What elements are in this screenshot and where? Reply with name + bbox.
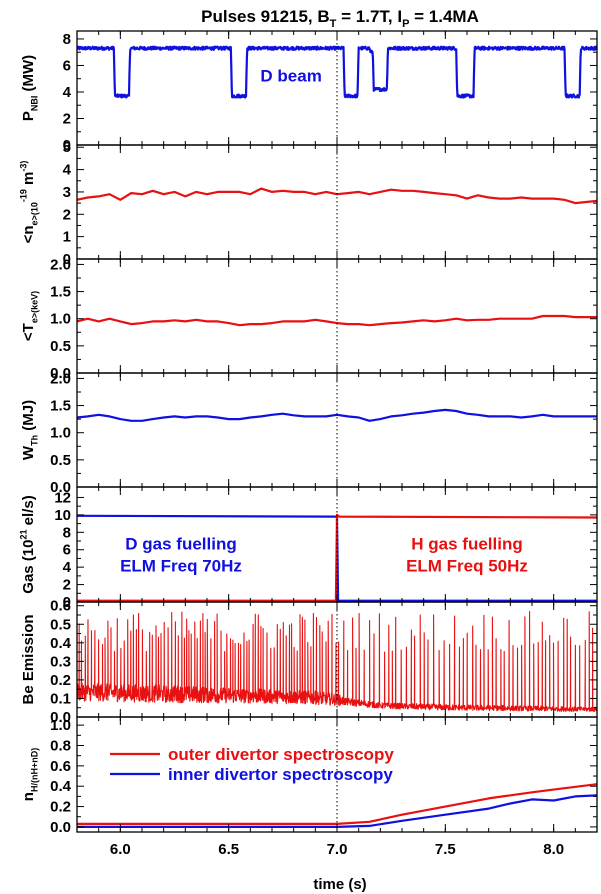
- y-tick-label: 0: [63, 251, 71, 268]
- series-line-2: [77, 513, 597, 602]
- annotation-text: ELM Freq 70Hz: [120, 557, 242, 576]
- series-line-1: [77, 783, 597, 825]
- y-tick-label: 1.0: [50, 717, 71, 734]
- panel-7: 0.0 0.2 0.4 0.6 0.8 1.0 nH/(n​H+n​D)​ outer div…: [20, 716, 598, 858]
- panel-2: 0 1 2 3 4 5 <ne>(10​-19​ m-3)​: [19, 139, 598, 268]
- y-tick-label: 4: [63, 559, 72, 576]
- y-tick-label: 0.0: [50, 709, 71, 726]
- plot-area: [77, 187, 597, 205]
- y-tick-label: 0.5: [50, 616, 71, 633]
- y-tick-label: 4: [63, 84, 72, 101]
- annotation-text: D gas fuelling: [125, 535, 236, 554]
- legend-label: inner divertor spectroscopy: [168, 765, 393, 784]
- y-tick-label: 0: [63, 137, 71, 154]
- x-tick-label: 7.5: [435, 841, 456, 858]
- series-line-1: [77, 514, 597, 602]
- y-tick-label: 6: [63, 542, 71, 559]
- panel-4: 0.0 0.5 1.0 1.5 2.0 WTh​ (MJ): [20, 370, 598, 496]
- panel-3: 0.0 0.5 1.0 1.5 2.0 <Te>(keV)​: [20, 256, 598, 382]
- y-tick-label: 1.5: [50, 398, 71, 415]
- y-tick-label: 0.0: [50, 819, 71, 836]
- y-tick-label: 1: [63, 229, 71, 246]
- y-tick-label: 1.0: [50, 425, 71, 442]
- y-tick-label: 1.5: [50, 284, 71, 301]
- y-tick-label: 2.0: [50, 370, 71, 387]
- x-axis-label: time (s): [313, 876, 366, 893]
- panel-1: 0 2 4 6 8 PNBI​ (MW) D beam: [20, 30, 598, 154]
- y-tick-label: 0: [63, 594, 71, 611]
- y-tick-label: 0.2: [50, 672, 71, 689]
- plot-area: [77, 408, 597, 422]
- y-tick-label: 3: [63, 184, 71, 201]
- figure-title: Pulses 91215, BT​ = 1.7T, IP​ = 1.4MA: [201, 7, 479, 30]
- y-axis-label: nH/(n​H+n​D)​: [20, 748, 40, 801]
- y-tick-label: 0.8: [50, 737, 71, 754]
- panel-6: 0.0 0.10.2 0.30.4 0.50.6 Be Emission: [20, 598, 598, 726]
- y-tick-label: 8: [63, 31, 71, 48]
- y-tick-label: 0.0: [50, 365, 71, 382]
- y-tick-label: 8: [63, 524, 71, 541]
- y-tick-label: 1.0: [50, 311, 71, 328]
- y-axis-label: Gas (1021​ el/s): [19, 495, 37, 593]
- y-tick-label: 0.4: [50, 635, 72, 652]
- annotation-text: D beam: [260, 66, 321, 85]
- y-tick-label: 0.0: [50, 479, 71, 496]
- y-tick-label: 0.3: [50, 653, 71, 670]
- y-tick-label: 10: [54, 507, 71, 524]
- x-tick-label: 6.5: [218, 841, 239, 858]
- y-tick-label: 6: [63, 57, 71, 74]
- y-tick-label: 2: [63, 110, 71, 127]
- y-axis-label: <Te>(keV)​: [20, 291, 40, 341]
- y-axis-label: Be Emission: [20, 614, 37, 704]
- plot-area: [77, 513, 597, 602]
- y-tick-label: 4: [63, 162, 72, 179]
- y-axis-label: WTh​ (MJ): [20, 400, 40, 460]
- y-tick-label: 0.4: [50, 778, 72, 795]
- x-tick-label: 7.0: [327, 841, 348, 858]
- y-tick-label: 12: [54, 489, 71, 506]
- y-axis-label: PNBI​ (MW): [20, 55, 40, 121]
- y-tick-label: 0.5: [50, 338, 71, 355]
- y-tick-label: 0.6: [50, 598, 71, 615]
- y-tick-label: 2: [63, 577, 71, 594]
- y-axis-label: <ne>(10​-19​ m-3)​: [19, 161, 40, 244]
- y-tick-label: 0.6: [50, 758, 71, 775]
- series-line-1: [77, 610, 597, 712]
- plot-area: [77, 610, 597, 712]
- series-line-1: [77, 408, 597, 422]
- y-tick-label: 0.2: [50, 799, 71, 816]
- x-tick-label: 8.0: [543, 841, 564, 858]
- x-tick-label: 6.0: [110, 841, 131, 858]
- y-tick-label: 2: [63, 206, 71, 223]
- y-tick-label: 0.5: [50, 452, 71, 469]
- annotation-text: H gas fuelling: [411, 535, 522, 554]
- y-tick-label: 5: [63, 139, 71, 156]
- series-line-1: [77, 187, 597, 205]
- annotation-text: ELM Freq 50Hz: [406, 557, 528, 576]
- legend-label: outer divertor spectroscopy: [168, 745, 394, 764]
- y-tick-label: 0.1: [50, 690, 71, 707]
- y-tick-label: 2.0: [50, 256, 71, 273]
